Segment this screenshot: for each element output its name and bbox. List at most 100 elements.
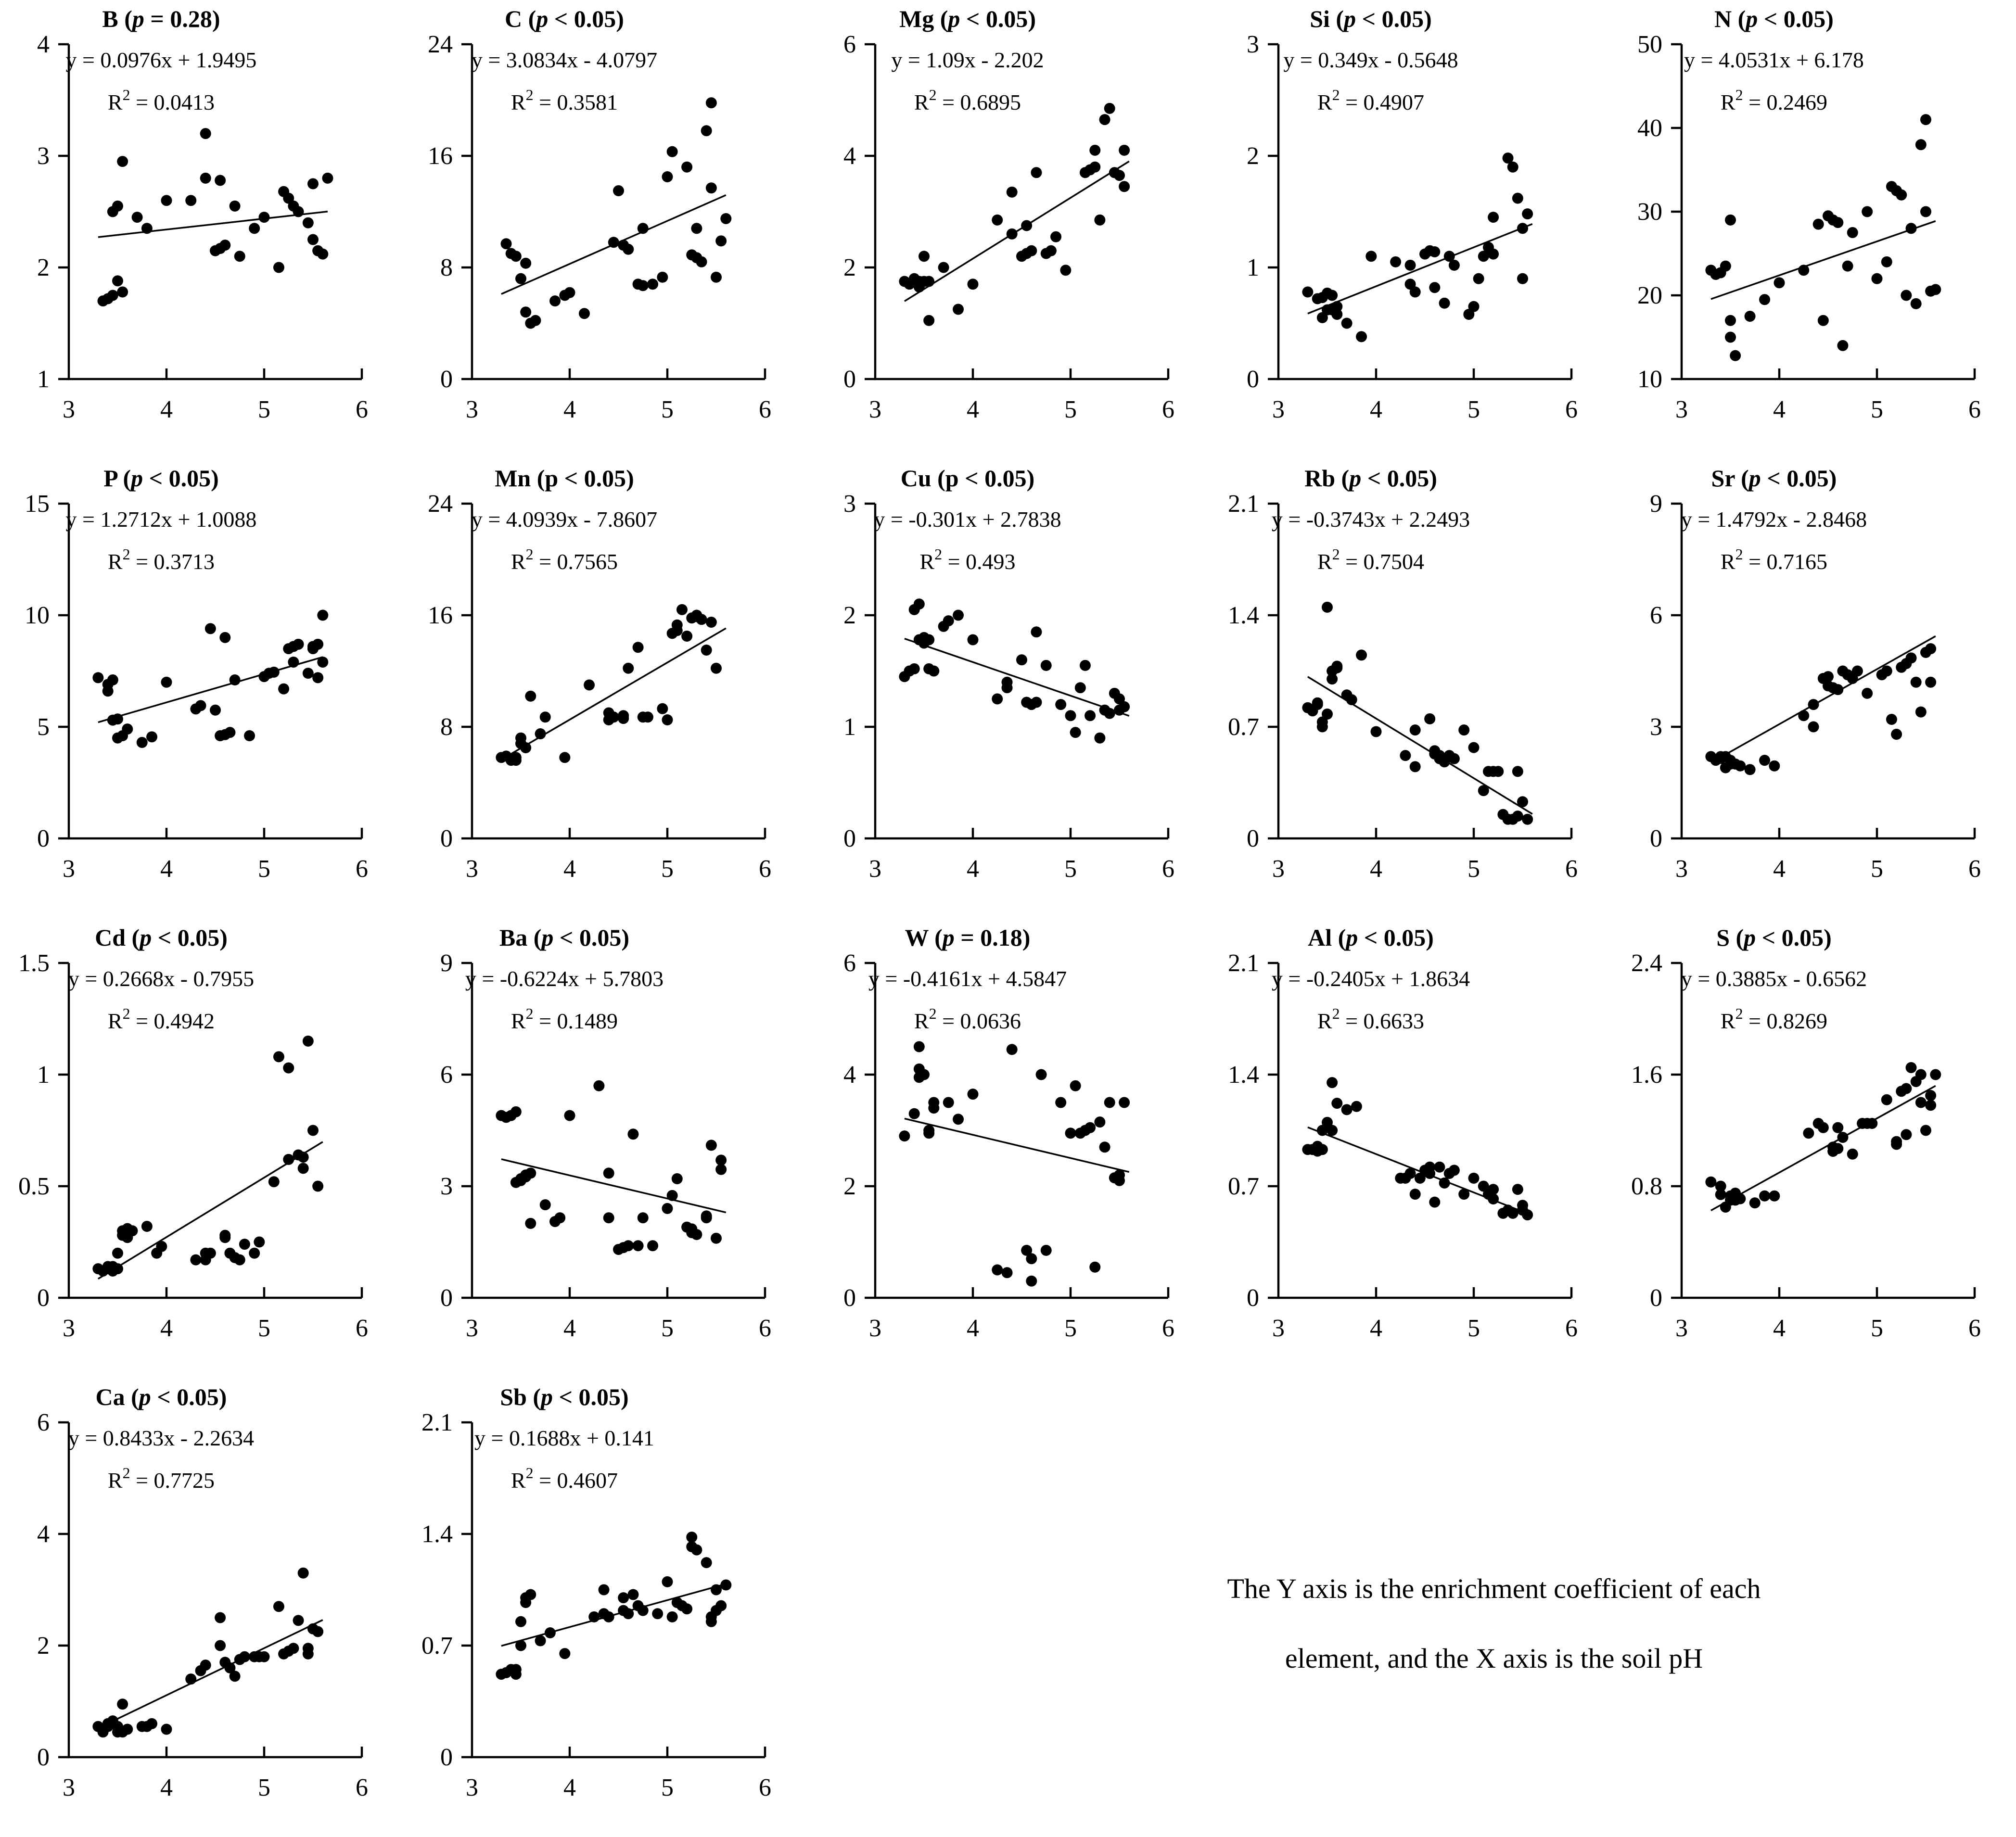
scatter-points	[1705, 643, 1937, 775]
p-value-symbol: p	[1742, 924, 1756, 951]
y-tick-label: 6	[843, 950, 856, 977]
data-point	[268, 1176, 280, 1188]
data-point	[244, 730, 255, 742]
caption-line1: The Y axis is the enrichment coefficient…	[1227, 1573, 1761, 1604]
data-point	[224, 1662, 236, 1673]
x-tick-label: 6	[1162, 396, 1174, 423]
data-point	[520, 742, 532, 753]
data-point	[967, 279, 979, 290]
data-point	[1390, 256, 1402, 267]
scatter-points	[1302, 601, 1533, 825]
data-point	[1001, 682, 1013, 694]
x-tick-label: 5	[1871, 855, 1883, 883]
data-point	[1356, 649, 1367, 661]
data-point	[520, 306, 532, 318]
data-point	[273, 1051, 284, 1063]
r-squared-label: R2 = 0.7725	[108, 1464, 215, 1493]
data-point	[258, 1651, 270, 1662]
chart-title: Cu (p < 0.05)	[901, 465, 1035, 492]
r-squared-label: R2 = 0.6633	[1317, 1005, 1424, 1033]
data-point	[510, 1106, 522, 1117]
data-point	[1522, 813, 1533, 825]
p-value-symbol: p	[545, 465, 558, 492]
data-point	[1040, 659, 1052, 671]
chart-panel-Mg: Mg (p < 0.05) y = 1.09x - 2.202 R2 = 0.689…	[843, 5, 1174, 423]
data-point	[913, 598, 925, 610]
data-point	[1851, 665, 1863, 677]
p-value-symbol: p	[539, 1383, 553, 1410]
chart-panel-Si: Si (p < 0.05) y = 0.349x - 0.5648 R2 = 0.4…	[1247, 5, 1578, 423]
data-point	[613, 185, 624, 196]
data-point	[1468, 301, 1480, 312]
data-point	[632, 642, 644, 653]
data-point	[185, 195, 197, 206]
data-point	[127, 1225, 138, 1237]
data-point	[593, 1080, 605, 1091]
data-point	[312, 672, 324, 684]
data-point	[1458, 1189, 1470, 1200]
x-tick-label: 5	[1064, 1315, 1077, 1342]
x-tick-label: 4	[160, 1315, 173, 1342]
data-point	[1715, 1180, 1726, 1192]
x-tick-label: 6	[759, 1315, 771, 1342]
chart-title: S (p < 0.05)	[1716, 924, 1832, 951]
chart-panel-P: P (p < 0.05) y = 1.2712x + 1.0088 R2 = 0.3…	[25, 465, 368, 883]
data-point	[1749, 1197, 1761, 1209]
data-point	[1769, 1190, 1780, 1202]
data-point	[1322, 708, 1333, 720]
data-point	[1774, 277, 1785, 289]
y-tick-label: 2.1	[1228, 950, 1259, 977]
x-tick-label: 4	[563, 855, 576, 883]
data-point	[720, 213, 732, 224]
scatter-points	[899, 598, 1130, 744]
y-tick-label: 0	[1247, 1284, 1259, 1312]
data-point	[1050, 231, 1062, 242]
data-point	[908, 1108, 920, 1119]
data-point	[1517, 223, 1528, 234]
data-point	[627, 1589, 639, 1600]
equation-label: y = 4.0531x + 6.178	[1684, 48, 1864, 72]
trend-line	[98, 211, 328, 238]
data-point	[637, 1212, 649, 1224]
data-point	[1808, 721, 1819, 733]
data-point	[923, 634, 935, 646]
data-point	[1915, 139, 1927, 151]
data-point	[681, 631, 693, 642]
trend-line	[1710, 1085, 1936, 1212]
y-tick-label: 4	[843, 142, 856, 170]
data-point	[623, 1240, 634, 1252]
r-squared-label: R2 = 0.7565	[511, 545, 618, 574]
data-point	[520, 1597, 532, 1609]
data-point	[1925, 1090, 1937, 1101]
y-tick-label: 3	[1650, 713, 1662, 741]
data-point	[219, 240, 231, 251]
data-point	[1759, 755, 1771, 766]
r-squared-label: R2 = 0.3713	[108, 545, 215, 574]
data-point	[1404, 1167, 1416, 1179]
y-tick-label: 2	[37, 254, 50, 281]
data-point	[92, 672, 104, 684]
data-point	[1085, 1122, 1096, 1133]
data-point	[525, 1167, 536, 1179]
data-point	[1920, 114, 1931, 126]
y-tick-label: 0.7	[1228, 713, 1259, 741]
y-tick-label: 0	[1650, 1284, 1662, 1312]
data-point	[1512, 1184, 1523, 1195]
data-point	[107, 290, 118, 301]
y-tick-label: 0	[1650, 825, 1662, 852]
y-tick-label: 4	[37, 1520, 50, 1548]
data-point	[1512, 811, 1523, 822]
data-point	[705, 617, 717, 628]
x-tick-label: 3	[1675, 396, 1688, 423]
y-tick-label: 8	[440, 254, 453, 281]
data-point	[1901, 290, 1912, 301]
x-tick-label: 3	[869, 855, 881, 883]
data-point	[117, 1698, 128, 1710]
data-point	[288, 1643, 299, 1654]
x-tick-label: 3	[1272, 1315, 1285, 1342]
scatter-points	[899, 1041, 1130, 1287]
data-point	[603, 1212, 614, 1224]
x-tick-label: 5	[1467, 855, 1480, 883]
y-tick-label: 1.4	[1228, 1061, 1259, 1089]
data-point	[1079, 659, 1091, 671]
